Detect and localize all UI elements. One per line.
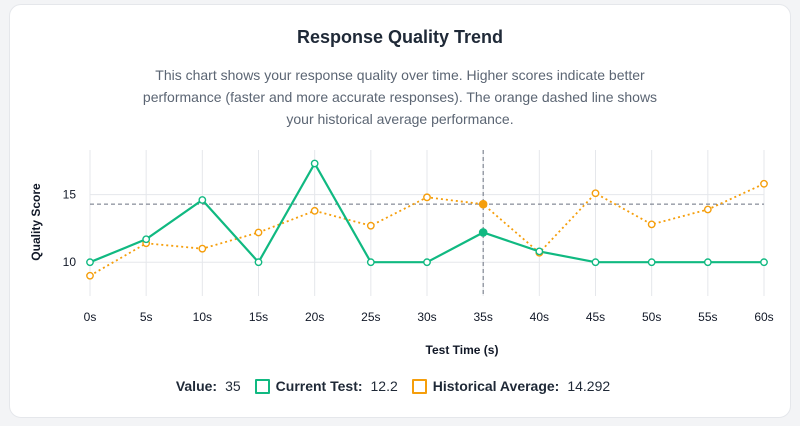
historical-average-point[interactable] — [366, 221, 375, 230]
current-test-point[interactable] — [478, 228, 488, 237]
historical-average-point[interactable] — [198, 244, 207, 253]
historical-average-point[interactable] — [86, 271, 94, 280]
hover-value-label: Value: — [175, 378, 218, 394]
historical-average-point[interactable] — [760, 179, 768, 188]
x-tick-label: 55s — [698, 310, 717, 324]
x-tick-label: 60s — [754, 310, 773, 324]
chart-description: This chart shows your response quality o… — [142, 67, 658, 127]
x-tick-label: 15s — [249, 310, 268, 324]
current-test-point[interactable] — [198, 196, 207, 204]
axis-ticks: 0s 5s 10s 15s 20s 25s 30s 35s 40s 45s 50s 55s 60s 10 1… — [63, 188, 774, 324]
current-test-point[interactable] — [535, 247, 544, 256]
y-tick-label: 10 — [63, 255, 77, 269]
x-tick-label: 40s — [530, 310, 549, 324]
chart-title: Response Quality Trend — [296, 27, 504, 47]
current-test-point[interactable] — [254, 258, 263, 267]
current-test-point[interactable] — [423, 258, 431, 267]
current-test-point[interactable] — [760, 258, 768, 267]
x-tick-label: 5s — [140, 310, 153, 324]
x-tick-label: 0s — [84, 310, 97, 324]
historical-average-point[interactable] — [478, 199, 488, 209]
x-tick-label: 20s — [305, 310, 324, 324]
x-axis-label: Test Time (s) — [426, 343, 499, 357]
current-test-point[interactable] — [366, 258, 375, 267]
current-test-point[interactable] — [591, 258, 600, 267]
historical-average-point[interactable] — [423, 193, 431, 202]
current-test-point[interactable] — [647, 258, 656, 267]
x-tick-label: 35s — [473, 310, 492, 324]
x-tick-label: 10s — [193, 310, 212, 324]
historical-average-point[interactable] — [591, 189, 600, 198]
current-test-swatch — [254, 378, 270, 394]
current-test-value: 12.2 — [370, 378, 398, 394]
x-tick-label: 50s — [642, 310, 661, 324]
y-tick-label: 15 — [63, 188, 77, 202]
current-test-point[interactable] — [86, 258, 94, 267]
historical-average-point[interactable] — [310, 206, 319, 215]
x-tick-label: 25s — [361, 310, 380, 324]
current-test-point[interactable] — [142, 235, 151, 244]
grid-lines — [89, 150, 765, 296]
historical-average-point[interactable] — [254, 228, 263, 237]
x-tick-label: 30s — [417, 310, 436, 324]
historical-average-value: 14.292 — [567, 378, 611, 394]
historical-average-point[interactable] — [647, 220, 656, 229]
current-test-point[interactable] — [703, 258, 712, 267]
historical-average-swatch — [411, 378, 427, 394]
x-tick-label: 45s — [586, 310, 605, 324]
y-axis-label: Quality Score — [29, 183, 43, 261]
chart-legend: Value: 35 Current Test: 12.2 Historical … — [0, 378, 800, 394]
historical-average-point[interactable] — [703, 205, 712, 214]
historical-average-label: Historical Average: — [432, 378, 560, 394]
current-test-point[interactable] — [310, 159, 319, 168]
current-test-label: Current Test: — [275, 378, 363, 394]
hover-value: 35 — [225, 378, 241, 394]
series-points[interactable] — [86, 159, 768, 280]
reference-line-group — [90, 150, 764, 296]
